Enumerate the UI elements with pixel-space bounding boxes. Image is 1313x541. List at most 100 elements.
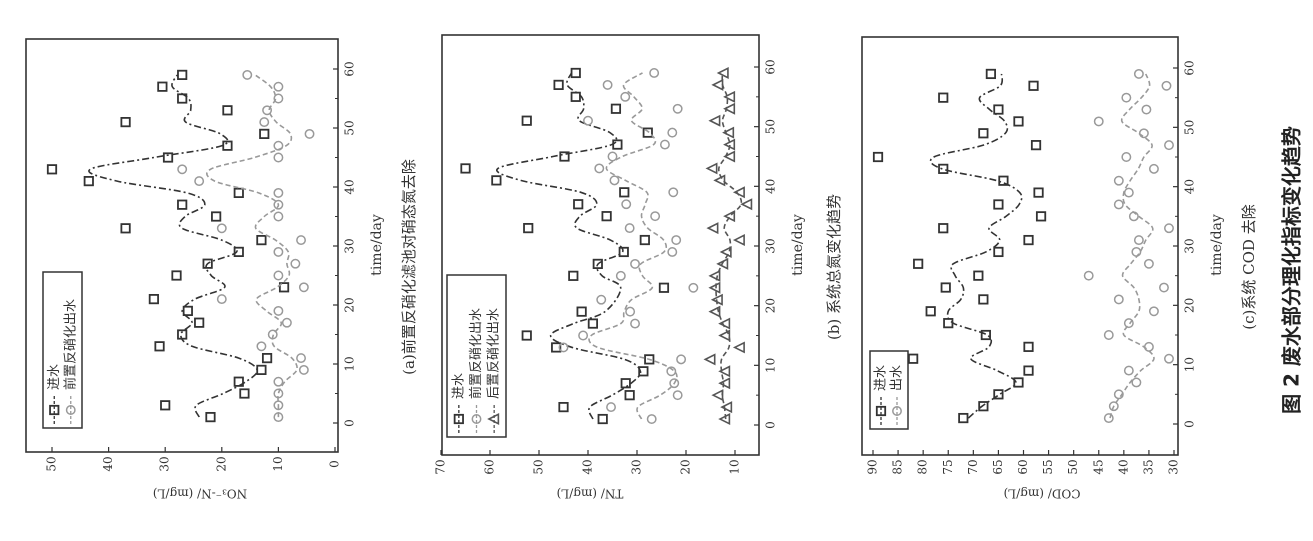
data-point-circle (672, 103, 683, 114)
data-point-triangle (706, 222, 719, 235)
data-point-square (233, 246, 244, 257)
data-point-circle (273, 412, 284, 423)
data-point-square (160, 400, 171, 411)
data-point-circle (273, 246, 284, 257)
data-point-circle (650, 211, 661, 222)
data-point-circle (1113, 294, 1124, 305)
data-point-square (182, 305, 193, 317)
series-2 (703, 66, 753, 426)
legend-square-icon (875, 405, 887, 417)
x-tick-label: 60 (1183, 60, 1197, 75)
data-point-square (597, 413, 608, 425)
data-point-square (491, 175, 502, 186)
data-point-circle (281, 317, 292, 328)
data-point-circle (1138, 128, 1149, 139)
data-point-circle (630, 258, 640, 269)
data-point-circle (1143, 258, 1154, 269)
data-point-circle (273, 152, 284, 163)
data-point-circle (1164, 140, 1174, 151)
data-point-square (177, 329, 188, 340)
data-point-square (998, 175, 1009, 186)
data-point-square (154, 341, 165, 352)
y-tick-label: 10 (728, 459, 742, 474)
data-point-circle (625, 306, 636, 317)
data-point-circle (669, 378, 680, 389)
data-point-circle (688, 282, 699, 293)
data-point-circle (1123, 318, 1134, 329)
x-tick-label: 50 (1183, 120, 1197, 135)
data-point-circle (1113, 389, 1124, 400)
data-point-circle (216, 223, 227, 234)
data-point-circle (1164, 223, 1174, 234)
data-point-circle (558, 342, 569, 353)
data-point-circle (615, 270, 626, 281)
y-tick-label: 20 (679, 459, 693, 474)
data-point-circle (194, 176, 205, 187)
legend-circle-icon (471, 414, 482, 424)
data-point-triangle (716, 66, 729, 79)
data-point-square (618, 246, 629, 258)
data-point-circle (1103, 330, 1114, 340)
x-tick-label: 60 (343, 61, 357, 76)
data-point-square (162, 152, 174, 163)
data-point-circle (273, 400, 284, 411)
data-point-square (938, 163, 949, 174)
y-tick-label: 85 (891, 459, 905, 474)
legend-label: 前置反硝化出水 (62, 299, 78, 390)
y-tick-label: 35 (1141, 459, 1155, 474)
data-point-square (642, 127, 653, 138)
data-point-circle (304, 128, 315, 139)
series-0 (46, 69, 290, 423)
data-point-circle (273, 199, 284, 210)
figure-title: 图 2 废水部分理化指标变化趋势 (1280, 126, 1304, 414)
data-point-square (587, 318, 599, 329)
fit-line (588, 72, 678, 420)
data-point-square (120, 117, 131, 128)
data-point-circle (1083, 270, 1094, 281)
data-point-circle (667, 127, 678, 138)
data-point-triangle (711, 78, 724, 91)
data-point-triangle (705, 162, 718, 175)
data-point-square (194, 317, 205, 328)
data-point-circle (256, 341, 267, 352)
data-point-circle (216, 294, 227, 305)
data-point-square (239, 388, 250, 399)
data-point-square (938, 223, 949, 234)
data-point-square (573, 199, 584, 210)
data-point-triangle (703, 353, 716, 366)
data-point-square (177, 93, 188, 104)
data-point-circle (273, 305, 284, 316)
data-point-triangle (708, 269, 721, 282)
data-point-circle (1131, 246, 1142, 257)
data-point-square (612, 139, 623, 150)
legend-triangle-icon (487, 413, 500, 425)
legend-label: 前置反硝化出水 (468, 308, 484, 399)
data-point-square (551, 342, 562, 353)
data-point-triangle (732, 341, 745, 354)
y-tick-label: 60 (483, 459, 497, 474)
data-point-square (211, 211, 222, 222)
data-point-circle (273, 376, 284, 387)
data-point-square (978, 294, 989, 305)
data-point-circle (267, 329, 278, 340)
panel-caption: (a)前置反硝化滤池对硝态氮去除 (400, 159, 418, 375)
data-point-triangle (723, 90, 736, 103)
y-tick-label: 90 (866, 459, 880, 474)
data-point-circle (298, 282, 309, 293)
panel-caption: (b) 系统总氮变化趋势 (825, 194, 843, 340)
panel-c: 0 10 20 30 40 50 60 30 35 40 45 50 55 60 65 70 75 80 85 90 t… (861, 36, 1258, 501)
y-tick-label: 55 (1041, 459, 1055, 474)
data-point-circle (1164, 353, 1174, 364)
x-tick-label: 50 (343, 120, 357, 135)
data-point-square (658, 282, 670, 293)
y-tick-label: 0 (328, 460, 342, 468)
legend-label: 进水 (47, 364, 62, 390)
data-point-triangle (723, 150, 736, 163)
data-point-circle (290, 258, 301, 269)
data-point-square (993, 389, 1004, 400)
data-point-circle (1103, 413, 1114, 424)
data-point-circle (646, 414, 657, 424)
data-point-square (619, 187, 630, 198)
data-point-circle (630, 318, 640, 329)
